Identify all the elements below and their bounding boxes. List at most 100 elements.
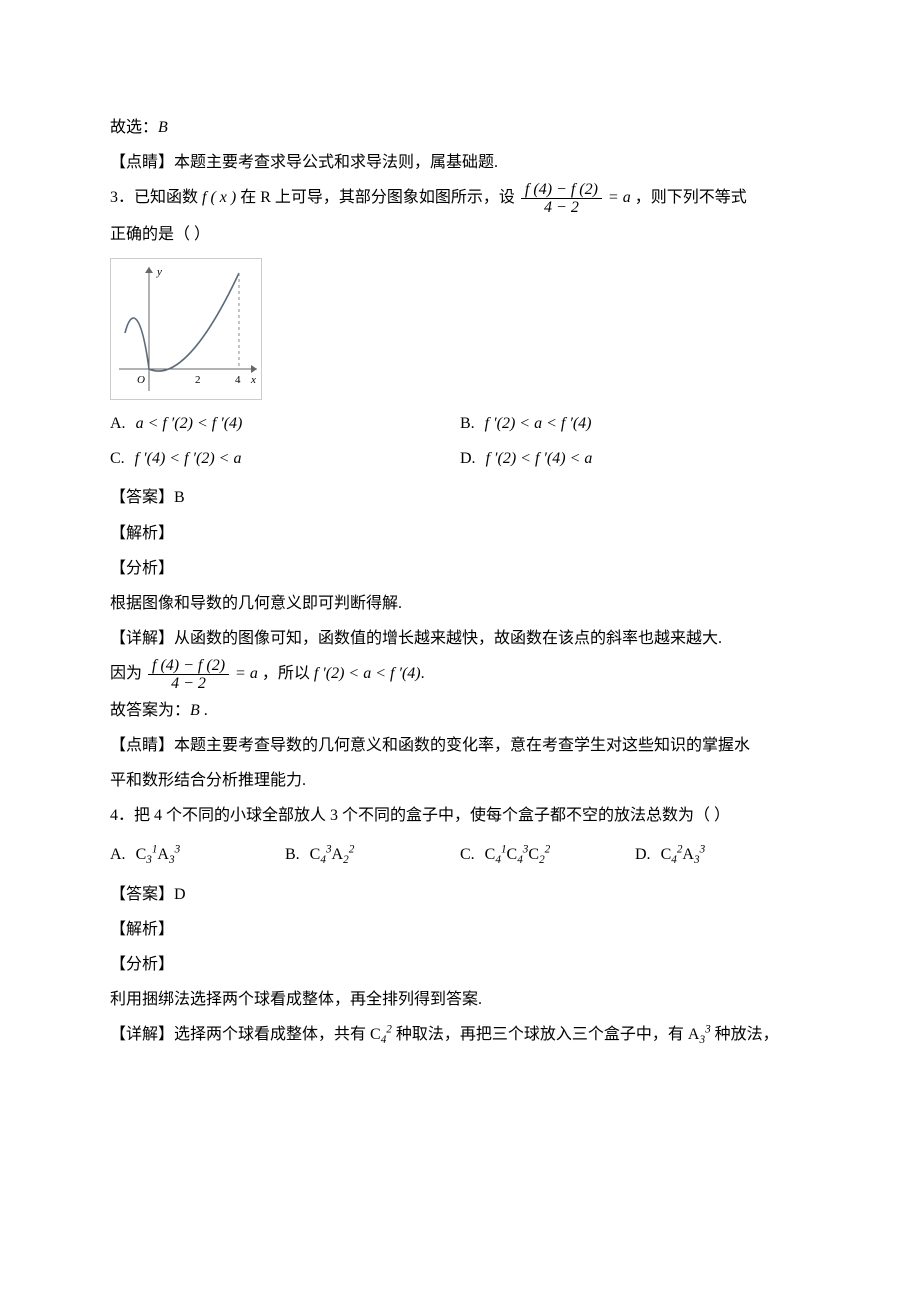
label: 【分析】 [110,560,174,577]
opt-math: C42A33 [661,846,706,863]
opt-math: f ′(2) < f ′(4) < a [486,450,593,467]
opt-math: f ′(2) < a < f ′(4) [485,415,592,432]
inequality: f ′(2) < a < f ′(4) [314,665,421,682]
label: 【答案】 [110,489,174,506]
text: 根据图像和导数的几何意义即可判断得解. [110,595,402,612]
p3-gudaan: 故答案为：B . [110,693,810,728]
text: 平和数形结合分析推理能力. [110,772,306,789]
fraction: f (4) − f (2) 4 − 2 [521,181,602,217]
opt-label: B. [285,846,300,863]
curve [125,273,239,371]
p3-xiangjie: 【详解】从函数的图像可知，函数值的增长越来越快，故函数在该点的斜率也越来越大. [110,621,810,656]
option-a: A. a < f ′(2) < f ′(4) [110,406,460,441]
text: 4．把 4 个不同的小球全部放人 3 个不同的盒子中，使每个盒子都不空的放法总数… [110,807,730,824]
p3-dianjing-1: 【点睛】本题主要考查导数的几何意义和函数的变化率，意在考查学生对这些知识的掌握水 [110,728,810,763]
option-b: B. f ′(2) < a < f ′(4) [460,406,810,441]
set-R: R [260,189,271,206]
fraction: f (4) − f (2) 4 − 2 [148,657,229,693]
option-c: C. f ′(4) < f ′(2) < a [110,441,460,476]
p3-graph: y O 2 4 x [110,258,262,400]
option-d: D. f ′(2) < f ′(4) < a [460,441,810,476]
opt-label: D. [460,450,476,467]
label-y: y [156,266,162,278]
text: 3．已知函数 [110,189,198,206]
answer-letter: B [158,119,168,136]
label: 【点睛】 [110,154,174,171]
numerator: f (4) − f (2) [521,181,602,200]
p3-stem-line1: 3．已知函数 f ( x ) 在 R 上可导，其部分图象如图所示，设 f (4)… [110,180,810,216]
label: 【解析】 [110,525,174,542]
text: 正确的是（ ） [110,226,210,243]
p4-fenxi: 【分析】 [110,947,810,982]
y-arrow [145,267,153,273]
label: 【答案】 [110,886,174,903]
label-x: x [250,374,256,386]
numerator: f (4) − f (2) [148,657,229,676]
text: 利用捆绑法选择两个球看成整体，再全排列得到答案. [110,991,482,1008]
opt-math: C41C43C22 [485,846,551,863]
p4-options: A. C31A33 B. C43A22 C. C41C43C22 D. C42A… [110,837,810,872]
p3-fenxi: 【分析】 [110,551,810,586]
text: 种取法，再把三个球放入三个盒子中，有 [396,1026,684,1043]
opt-math: C43A22 [310,846,355,863]
math-c42: C42 [370,1026,392,1043]
text: 从函数的图像可知，函数值的增长越来越快，故函数在该点的斜率也越来越大. [174,630,722,647]
period: . [421,665,425,682]
p3-options: A. a < f ′(2) < f ′(4) B. f ′(2) < a < f… [110,406,810,476]
p4-fenxi-text: 利用捆绑法选择两个球看成整体，再全排列得到答案. [110,982,810,1017]
p3-jiexi: 【解析】 [110,516,810,551]
option-d: D. C42A33 [635,837,810,872]
opt-math: f ′(4) < f ′(2) < a [135,450,242,467]
opt-label: B. [460,415,475,432]
opt-label: A. [110,846,126,863]
opt-math: C31A33 [136,846,181,863]
fx: f ( x ) [202,189,236,206]
label-2: 2 [195,374,201,386]
text: 故答案为： [110,702,190,719]
text: 因为 [110,665,142,682]
text: 故选： [110,119,158,136]
math-a33: A33 [688,1026,711,1043]
graph-svg: y O 2 4 x [111,259,261,399]
label-4: 4 [235,374,241,386]
label-O: O [137,374,145,386]
option-c: C. C41C43C22 [460,837,635,872]
text: 本题主要考查导数的几何意义和函数的变化率，意在考查学生对这些知识的掌握水 [174,737,750,754]
denominator: 4 − 2 [148,675,229,693]
text: 选择两个球看成整体，共有 [174,1026,366,1043]
label: 【解析】 [110,921,174,938]
p4-xiangjie: 【详解】选择两个球看成整体，共有 C42 种取法，再把三个球放入三个盒子中，有 … [110,1017,810,1052]
p2-conclusion: 故选：B [110,110,810,145]
text: 本题主要考查求导公式和求导法则，属基础题. [174,154,498,171]
text: ，所以 [258,665,314,682]
label: 【详解】 [110,1026,174,1043]
text: 种放法， [715,1026,779,1043]
text: 在 [240,189,256,206]
denominator: 4 − 2 [521,199,602,217]
label: 【点睛】 [110,737,174,754]
p3-answer: 【答案】B [110,480,810,515]
label: 【详解】 [110,630,174,647]
option-a: A. C31A33 [110,837,285,872]
p3-yinwei: 因为 f (4) − f (2) 4 − 2 = a ，所以 f ′(2) < … [110,656,810,692]
opt-label: C. [110,450,125,467]
answer-letter: B [190,702,200,719]
p2-dianjing: 【点睛】本题主要考查求导公式和求导法则，属基础题. [110,145,810,180]
p4-answer: 【答案】D [110,877,810,912]
p3-dianjing-2: 平和数形结合分析推理能力. [110,763,810,798]
opt-label: A. [110,415,126,432]
x-arrow [251,365,257,373]
opt-label: D. [635,846,651,863]
opt-label: C. [460,846,475,863]
equals-a: = a [604,189,631,206]
value: B [174,489,185,506]
p4-stem: 4．把 4 个不同的小球全部放人 3 个不同的盒子中，使每个盒子都不空的放法总数… [110,798,810,833]
p4-jiexi: 【解析】 [110,912,810,947]
text: 上可导，其部分图象如图所示，设 [275,189,515,206]
p3-fenxi-text: 根据图像和导数的几何意义即可判断得解. [110,586,810,621]
exam-page: 故选：B 【点睛】本题主要考查求导公式和求导法则，属基础题. 3．已知函数 f … [0,0,920,1302]
value: D [174,886,186,903]
text: ，则下列不等式 [631,189,747,206]
option-b: B. C43A22 [285,837,460,872]
equals-a: = a [231,665,258,682]
